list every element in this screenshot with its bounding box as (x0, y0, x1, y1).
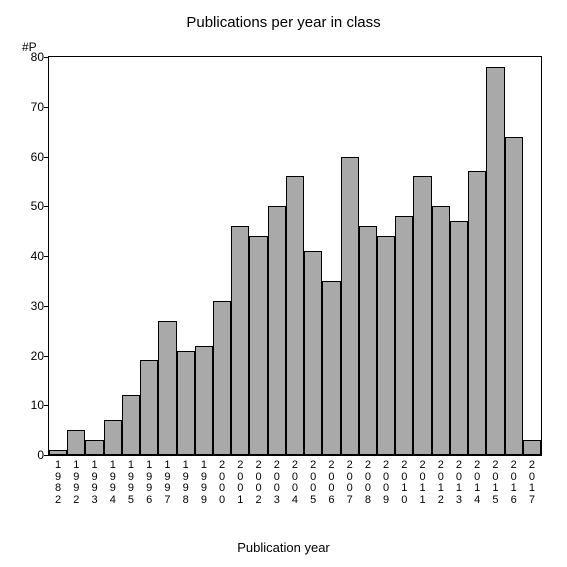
y-tick-label: 80 (22, 50, 44, 64)
x-tick-label: 2 0 0 9 (377, 460, 395, 506)
y-tick-label: 20 (22, 349, 44, 363)
bar (249, 236, 267, 455)
bar (195, 346, 213, 455)
x-tick-label: 2 0 1 1 (413, 460, 431, 506)
x-tick-label: 1 9 9 2 (67, 460, 85, 506)
chart-title: Publications per year in class (0, 14, 567, 31)
bar (231, 226, 249, 455)
bar (322, 281, 340, 455)
bar (413, 176, 431, 455)
x-tick-label: 2 0 1 7 (523, 460, 541, 506)
y-tick-mark (44, 57, 48, 58)
x-tick-label: 2 0 1 2 (432, 460, 450, 506)
x-tick-label: 2 0 0 8 (359, 460, 377, 506)
bar (286, 176, 304, 455)
x-tick-label: 2 0 1 3 (450, 460, 468, 506)
x-tick-label: 1 9 9 3 (85, 460, 103, 506)
bar (177, 351, 195, 455)
y-tick-mark (44, 405, 48, 406)
x-tick-label: 2 0 1 5 (486, 460, 504, 506)
x-tick-label: 1 9 9 7 (158, 460, 176, 506)
x-tick-label: 1 9 9 9 (195, 460, 213, 506)
y-tick-label: 0 (22, 448, 44, 462)
bars-group (49, 57, 541, 455)
bar (359, 226, 377, 455)
y-tick-label: 10 (22, 398, 44, 412)
y-tick-label: 40 (22, 249, 44, 263)
x-tick-label: 2 0 0 3 (268, 460, 286, 506)
y-tick-mark (44, 356, 48, 357)
x-tick-label: 2 0 0 4 (286, 460, 304, 506)
x-tick-label: 2 0 0 5 (304, 460, 322, 506)
y-tick-label: 30 (22, 299, 44, 313)
bar (377, 236, 395, 455)
y-tick-mark (44, 256, 48, 257)
bar (268, 206, 286, 455)
y-tick-mark (44, 206, 48, 207)
bar (468, 171, 486, 455)
x-tick-label: 2 0 0 6 (322, 460, 340, 506)
bar (505, 137, 523, 455)
x-tick-label: 1 9 8 2 (49, 460, 67, 506)
x-tick-label: 2 0 1 6 (505, 460, 523, 506)
x-tick-label: 2 0 1 0 (395, 460, 413, 506)
x-tick-label: 1 9 9 6 (140, 460, 158, 506)
bar (304, 251, 322, 455)
bar (85, 440, 103, 455)
y-tick-mark (44, 455, 48, 456)
plot-area (48, 56, 542, 456)
x-axis-label: Publication year (0, 540, 567, 555)
bar (486, 67, 504, 455)
y-tick-label: 70 (22, 100, 44, 114)
y-tick-label: 50 (22, 199, 44, 213)
x-tick-label: 1 9 9 4 (104, 460, 122, 506)
chart-container: Publications per year in class #P 010203… (0, 0, 567, 567)
bar (432, 206, 450, 455)
x-tick-label: 2 0 0 2 (249, 460, 267, 506)
x-tick-label: 1 9 9 5 (122, 460, 140, 506)
y-tick-mark (44, 306, 48, 307)
bar (49, 450, 67, 455)
bar (395, 216, 413, 455)
bar (122, 395, 140, 455)
x-tick-label: 2 0 0 7 (341, 460, 359, 506)
y-tick-mark (44, 157, 48, 158)
x-tick-label: 2 0 0 0 (213, 460, 231, 506)
bar (140, 360, 158, 455)
x-tick-label: 2 0 0 1 (231, 460, 249, 506)
y-tick-mark (44, 107, 48, 108)
bar (158, 321, 176, 455)
bar (341, 157, 359, 456)
bar (67, 430, 85, 455)
bar (213, 301, 231, 455)
x-tick-label: 1 9 9 8 (177, 460, 195, 506)
bar (523, 440, 541, 455)
y-tick-label: 60 (22, 150, 44, 164)
bar (450, 221, 468, 455)
bar (104, 420, 122, 455)
x-tick-label: 2 0 1 4 (468, 460, 486, 506)
